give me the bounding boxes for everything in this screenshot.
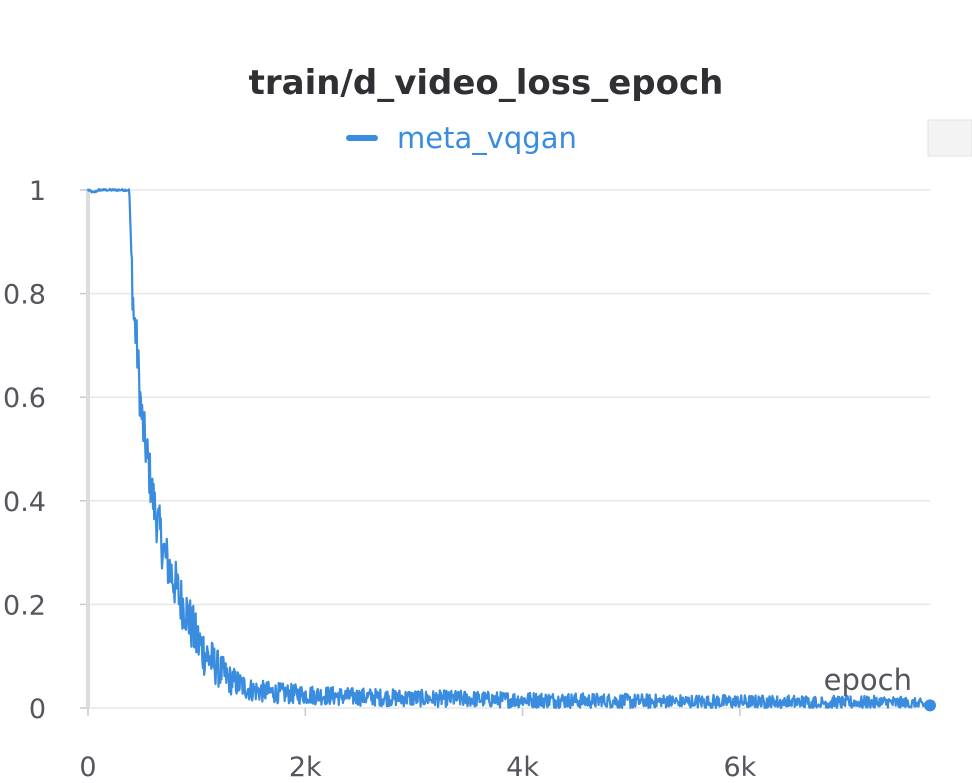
panel-control-stub[interactable] [927,119,972,157]
y-tick-label: 0 [29,694,46,725]
x-tick-label: 4k [506,752,539,783]
legend[interactable]: meta_vqgan [346,121,577,155]
y-tick-label: 0.2 [3,590,46,621]
x-axis-label: epoch [824,663,912,697]
y-tick-label: 0.6 [3,383,46,414]
x-tick-label: 6k [723,752,756,783]
x-tick-label: 2k [289,752,322,783]
y-tick-label: 0.4 [3,487,46,518]
y-tick-label: 1 [29,176,46,207]
series-endpoint-marker[interactable] [924,699,936,712]
y-tick-label: 0.8 [3,280,46,311]
grid [88,189,930,709]
legend-label-meta-vqgan: meta_vqgan [397,121,577,155]
x-axis-ticks: 0 2k 4k 6k [79,708,757,783]
series-line-meta-vqgan[interactable] [86,187,932,710]
chart-title: train/d_video_loss_epoch [249,63,724,103]
x-tick-label: 0 [79,752,96,783]
y-axis-ticks: 0 0.2 0.4 0.6 0.8 1 [3,176,88,725]
